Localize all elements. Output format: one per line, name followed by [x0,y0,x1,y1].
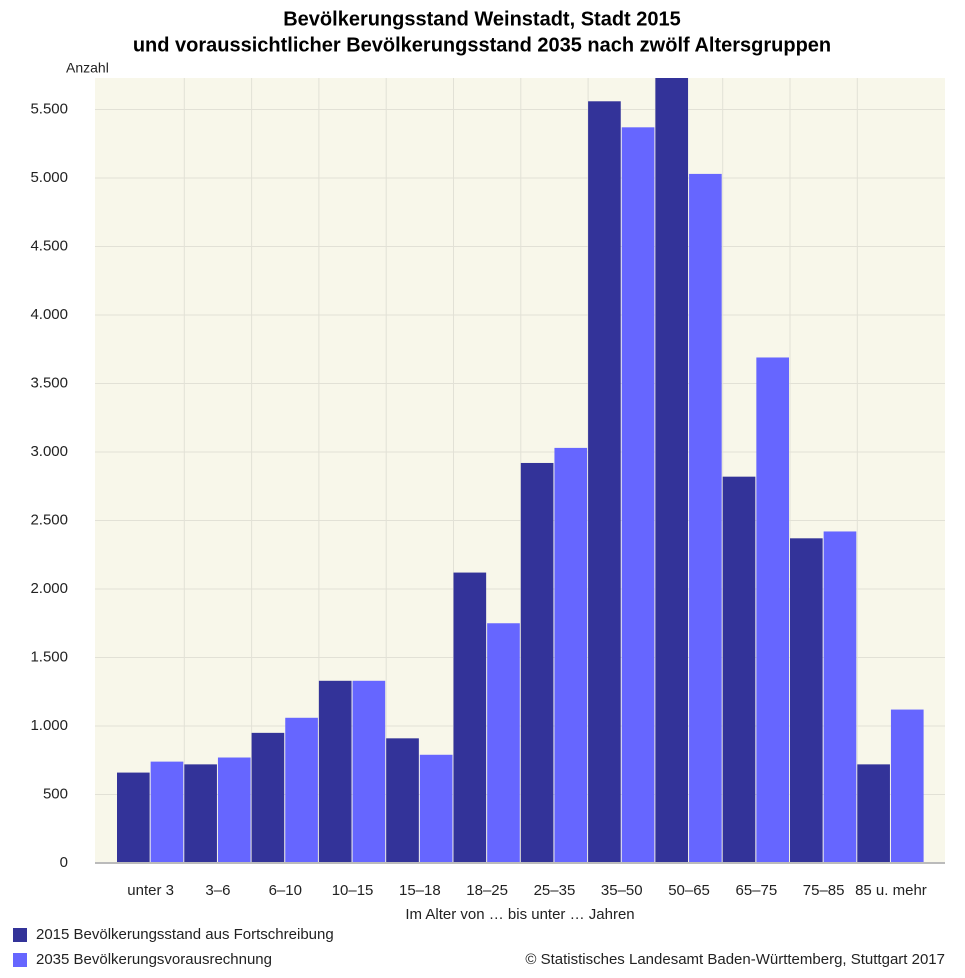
x-tick-label: 50–65 [668,882,710,899]
bar [823,531,857,863]
y-tick-label: 1.000 [30,717,68,734]
y-tick-label: 4.000 [30,306,68,323]
x-tick-label: 15–18 [399,882,441,899]
x-tick-label: 10–15 [332,882,374,899]
x-tick-label: 6–10 [269,882,302,899]
bar [184,764,217,863]
bar [352,680,386,863]
bar [890,709,924,863]
x-tick-label: 65–75 [735,882,777,899]
legend-label: 2035 Bevölkerungsvorausrechnung [36,951,272,968]
bar [756,357,789,863]
y-tick-label: 3.500 [30,374,68,391]
x-tick-label: 85 u. mehr [855,882,927,899]
x-tick-label: 18–25 [466,882,508,899]
x-tick-label: 3–6 [205,882,230,899]
y-tick-label: 5.000 [30,169,68,186]
bar [117,772,150,863]
legend-swatch [13,928,27,942]
y-axis-label: Anzahl [66,60,109,76]
bar [857,764,890,863]
bar [453,572,487,863]
y-tick-label: 500 [43,785,68,802]
bar [520,462,554,863]
bar [419,754,453,863]
x-tick-label: 35–50 [601,882,643,899]
source: © Statistisches Landesamt Baden-Württemb… [525,951,945,968]
bar [318,680,352,863]
bar [790,538,823,863]
bar [689,173,722,863]
y-tick-label: 1.500 [30,648,68,665]
y-tick-label: 2.500 [30,511,68,528]
x-tick-label: unter 3 [127,882,174,899]
x-axis-label: Im Alter von … bis unter … Jahren [405,906,634,923]
y-tick-label: 4.500 [30,237,68,254]
bar [285,717,318,863]
bar [487,623,520,863]
y-tick-label: 2.000 [30,580,68,597]
bar [554,447,588,863]
legend-swatch [13,953,27,967]
x-tick-label: 75–85 [803,882,845,899]
bar [386,738,419,863]
bar [722,476,756,863]
y-tick-label: 0 [60,854,68,871]
legend-label: 2015 Bevölkerungsstand aus Fortschreibun… [36,926,334,943]
bar [588,101,621,864]
bar [655,78,689,863]
bar [217,757,251,863]
bar [150,761,184,863]
chart-title: und voraussichtlicher Bevölkerungsstand … [133,34,831,56]
y-tick-label: 5.500 [30,100,68,117]
bar [251,732,285,863]
bar [621,127,655,863]
y-tick-label: 3.000 [30,443,68,460]
x-tick-label: 25–35 [534,882,576,899]
chart-title: Bevölkerungsstand Weinstadt, Stadt 2015 [283,8,681,30]
